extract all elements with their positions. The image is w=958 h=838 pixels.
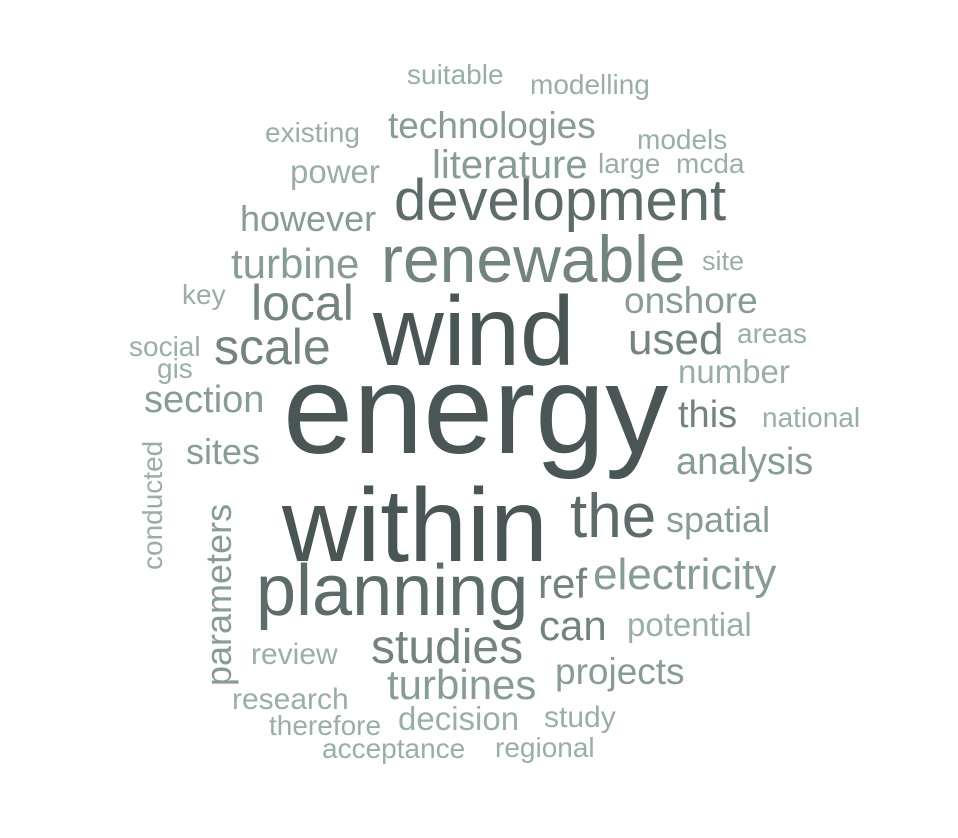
word-electricity: electricity [593, 550, 777, 599]
word-section: section [144, 379, 265, 421]
word-acceptance: acceptance [322, 733, 466, 764]
word-social: social [129, 331, 201, 362]
word-planning: planning [256, 551, 529, 631]
word-sites: sites [186, 431, 261, 472]
word-can: can [539, 602, 607, 649]
word-therefore: therefore [269, 710, 382, 741]
word-potential: potential [627, 606, 752, 643]
word-analysis: analysis [676, 441, 814, 483]
word-models: models [637, 124, 728, 155]
word-power: power [290, 153, 380, 190]
word-this: this [678, 394, 738, 436]
word-onshore: onshore [624, 280, 758, 321]
word-energy: energy [283, 339, 669, 480]
word-development: development [394, 168, 727, 233]
word-conducted: conducted [137, 440, 168, 570]
word-areas: areas [737, 318, 808, 349]
word-turbine: turbine [231, 240, 360, 287]
word-large: large [598, 148, 661, 179]
word-review: review [251, 638, 338, 671]
word-wind: wind [373, 276, 575, 386]
word-technologies: technologies [388, 105, 596, 146]
word-projects: projects [555, 651, 685, 692]
word-used: used [628, 315, 724, 364]
word-studies: studies [371, 621, 524, 674]
word-study: study [544, 701, 616, 734]
word-within: within [282, 468, 548, 584]
word-literature: literature [432, 143, 588, 187]
word-turbines: turbines [387, 661, 537, 708]
word-site: site [702, 246, 745, 276]
word-research: research [232, 683, 349, 716]
word-spatial: spatial [666, 499, 771, 540]
word-scale: scale [214, 319, 331, 375]
word-suitable: suitable [407, 59, 504, 90]
word-parameters: parameters [198, 503, 239, 686]
word-regional: regional [495, 732, 595, 763]
word-existing: existing [265, 117, 360, 148]
word-renewable: renewable [381, 222, 686, 296]
word-national: national [762, 402, 861, 433]
word-ref: ref [538, 560, 588, 607]
word-number: number [678, 353, 790, 390]
word-however: however [240, 198, 377, 239]
word-gis: gis [157, 353, 193, 384]
word-local: local [251, 275, 354, 331]
word-key: key [182, 279, 226, 310]
word-modelling: modelling [530, 69, 650, 100]
word-mcda: mcda [676, 148, 745, 179]
word-decision: decision [398, 700, 520, 737]
word-the: the [570, 482, 657, 551]
